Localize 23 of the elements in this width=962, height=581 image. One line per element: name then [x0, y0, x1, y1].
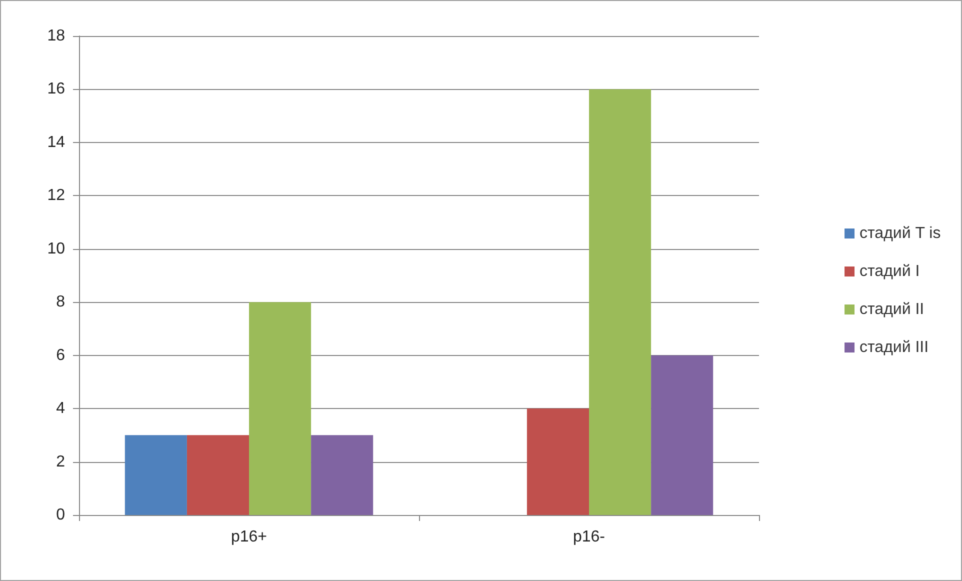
y-tick-label: 12	[47, 187, 66, 204]
y-tick-label: 2	[56, 453, 66, 470]
legend-label: стадий II	[860, 301, 924, 318]
x-tick-label: p16+	[230, 528, 268, 546]
bar	[526, 408, 589, 515]
bar	[249, 302, 312, 515]
y-tick-label: 8	[56, 294, 66, 311]
legend-label: стадий III	[860, 339, 929, 356]
y-tick-label: 16	[47, 80, 66, 98]
y-tick-label: 10	[47, 240, 66, 258]
y-tick-label: 18	[47, 28, 66, 44]
bar	[124, 435, 187, 515]
y-tick-label: 14	[47, 134, 66, 151]
bar	[186, 435, 249, 515]
legend-label: стадий T is	[860, 225, 941, 242]
y-tick-label: 0	[56, 506, 66, 524]
y-tick-label: 4	[56, 400, 66, 418]
legend-label: стадий I	[860, 263, 920, 280]
bar	[589, 89, 652, 515]
bar	[311, 435, 374, 515]
bar	[651, 355, 714, 515]
x-tick-label: p16-	[572, 528, 606, 546]
y-tick-label: 6	[56, 346, 66, 364]
